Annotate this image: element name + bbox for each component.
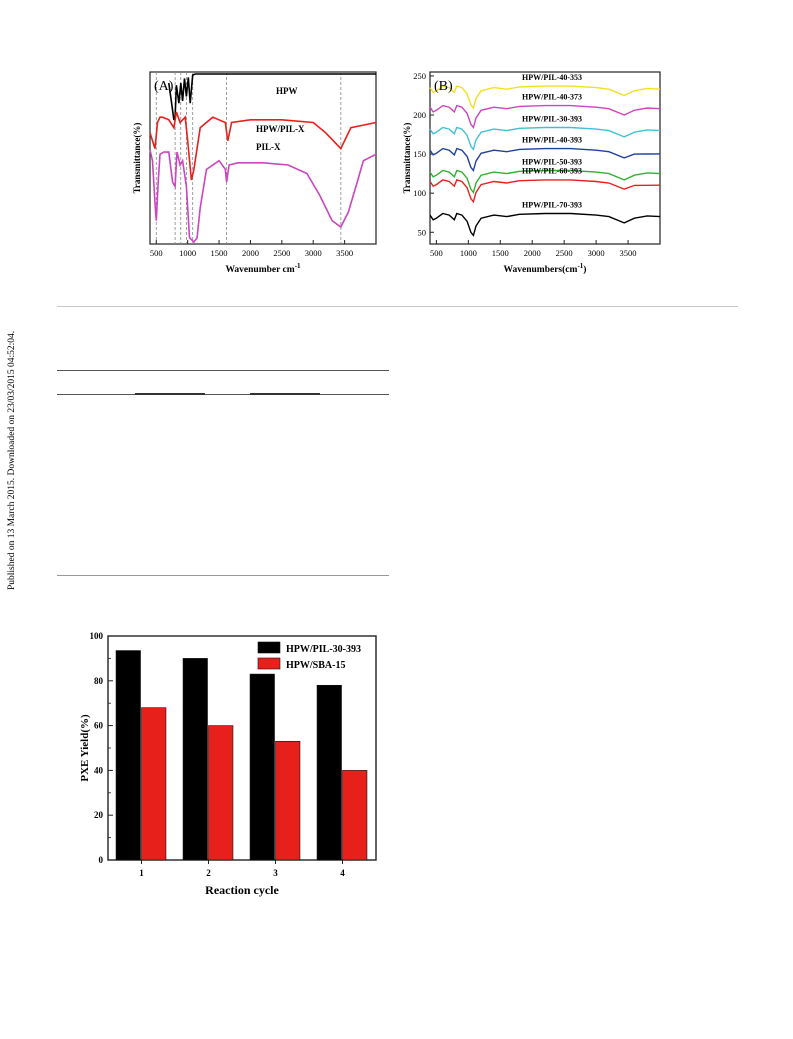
x-tick-label: 1000 <box>460 248 477 258</box>
series-label: HPW/PIL-60-393 <box>522 167 582 176</box>
x-axis-label: Wavenumbers(cm-1) <box>504 262 587 275</box>
series-line-hpw-pil-x <box>149 111 377 181</box>
x-tick-label: 3 <box>273 868 278 878</box>
series-label: HPW/PIL-40-373 <box>522 92 582 101</box>
series-label: HPW/PIL-40-393 <box>522 135 582 144</box>
bar-hpw-sba-15-cycle-4 <box>342 770 368 861</box>
series-label: HPW <box>276 86 298 96</box>
x-tick-label: 1 <box>139 868 144 878</box>
legend-label: HPW/PIL-30-393 <box>286 644 361 655</box>
x-tick-label: 2 <box>206 868 211 878</box>
table-rule-mid-accent-2 <box>250 393 320 395</box>
x-tick-label: 2500 <box>273 248 290 258</box>
y-axis-label: Transmittance(%) <box>132 123 142 194</box>
x-axis-label-text: Wavenumbers(cm <box>504 264 578 275</box>
y-tick-label: 250 <box>413 71 426 81</box>
panel-label: (B) <box>434 79 453 94</box>
x-tick-label: 2500 <box>556 248 573 258</box>
x-axis-label-text: Wavenumber cm <box>225 265 294 275</box>
x-tick-label: 3000 <box>305 248 322 258</box>
y-tick-label: 100 <box>90 631 104 641</box>
legend-label: HPW/SBA-15 <box>286 660 345 671</box>
x-tick-label: 500 <box>430 248 443 258</box>
series-line-hpw <box>168 73 376 121</box>
y-tick-label: 60 <box>94 721 104 731</box>
ftir-chart-b: 500 1000 1500 2000 2500 3000 3500 50 100 150 200 25… <box>402 71 661 275</box>
table-rule-top <box>57 370 389 371</box>
bar-hpw-sba-15-cycle-2 <box>208 725 234 861</box>
bar-hpw-sba-15-cycle-3 <box>275 740 301 861</box>
series-line-hpw-pil-40-353 <box>429 85 661 110</box>
plot-frame <box>149 71 377 245</box>
plot-frame <box>429 71 661 245</box>
y-tick-label: 0 <box>99 855 104 865</box>
pxe-yield-bar-chart: 0 20 40 60 80 100 1 2 3 4 HPW/PIL-30-393 HPW/SBA-15… <box>79 631 377 897</box>
y-axis-label: Transmittance(%) <box>402 123 412 194</box>
y-tick-label: 100 <box>413 188 426 198</box>
bar-hpw-pil-30-393-cycle-3 <box>249 673 275 861</box>
x-axis-label-sup: -1 <box>577 262 583 270</box>
table-rule-bottom <box>57 575 389 576</box>
x-tick-label: 3500 <box>336 248 353 258</box>
x-tick-label: 1500 <box>211 248 228 258</box>
section-rule <box>57 306 738 307</box>
series-line-hpw-pil-60-393 <box>429 179 661 204</box>
publication-side-note: Published on 13 March 2015. Downloaded o… <box>7 310 19 590</box>
y-tick-label: 200 <box>413 110 426 120</box>
series-line-hpw-pil-30-393 <box>429 126 661 151</box>
y-tick-label: 40 <box>94 765 104 775</box>
x-axis-label: Wavenumber cm-1 <box>225 262 301 275</box>
panel-label: (A) <box>154 79 174 94</box>
x-axis-label-tail: ) <box>583 264 586 275</box>
bar-hpw-pil-30-393-cycle-1 <box>115 650 141 861</box>
y-tick-label: 80 <box>94 676 104 686</box>
table-rule-mid <box>57 394 389 395</box>
x-tick-label: 3000 <box>588 248 605 258</box>
series-label: HPW/PIL-40-353 <box>522 73 582 82</box>
series-label: HPW/PIL-50-393 <box>522 157 582 166</box>
x-tick-label: 1000 <box>179 248 196 258</box>
series-label: HPW/PIL-X <box>256 124 305 134</box>
legend-swatch <box>257 641 281 654</box>
series-line-hpw-pil-40-373 <box>429 104 661 130</box>
bar-hpw-pil-30-393-cycle-2 <box>182 658 208 861</box>
x-tick-label: 2000 <box>242 248 259 258</box>
x-axis-label-sup: -1 <box>295 262 301 270</box>
series-label: PIL-X <box>256 142 281 152</box>
series-line-hpw-pil-40-393 <box>429 147 661 173</box>
x-tick-label: 3500 <box>620 248 637 258</box>
series-label: HPW/PIL-70-393 <box>522 200 582 209</box>
ftir-chart-a: 500 1000 1500 2000 2500 3000 3500 HPW HPW/PIL-X P… <box>132 71 377 275</box>
y-tick-label: 50 <box>418 227 427 237</box>
x-tick-label: 500 <box>150 248 163 258</box>
table-rule-mid-accent <box>135 393 205 395</box>
side-note-text: Published on 13 March 2015. Downloaded o… <box>7 330 17 590</box>
x-tick-label: 2000 <box>524 248 541 258</box>
bar-hpw-sba-15-cycle-1 <box>141 707 167 861</box>
x-tick-label: 4 <box>340 868 345 878</box>
x-axis-label: Reaction cycle <box>205 883 279 897</box>
y-tick-label: 20 <box>94 810 104 820</box>
legend-swatch <box>257 657 281 670</box>
series-label: HPW/PIL-30-393 <box>522 114 582 123</box>
bar-hpw-pil-30-393-cycle-4 <box>316 684 342 861</box>
y-axis-label: PXE Yield(%) <box>79 714 91 782</box>
x-tick-label: 1500 <box>492 248 509 258</box>
series-line-pil-x <box>149 149 377 244</box>
series-line-hpw-pil-50-393 <box>429 169 661 194</box>
y-tick-label: 150 <box>413 149 426 159</box>
series-line-hpw-pil-70-393 <box>429 212 661 237</box>
